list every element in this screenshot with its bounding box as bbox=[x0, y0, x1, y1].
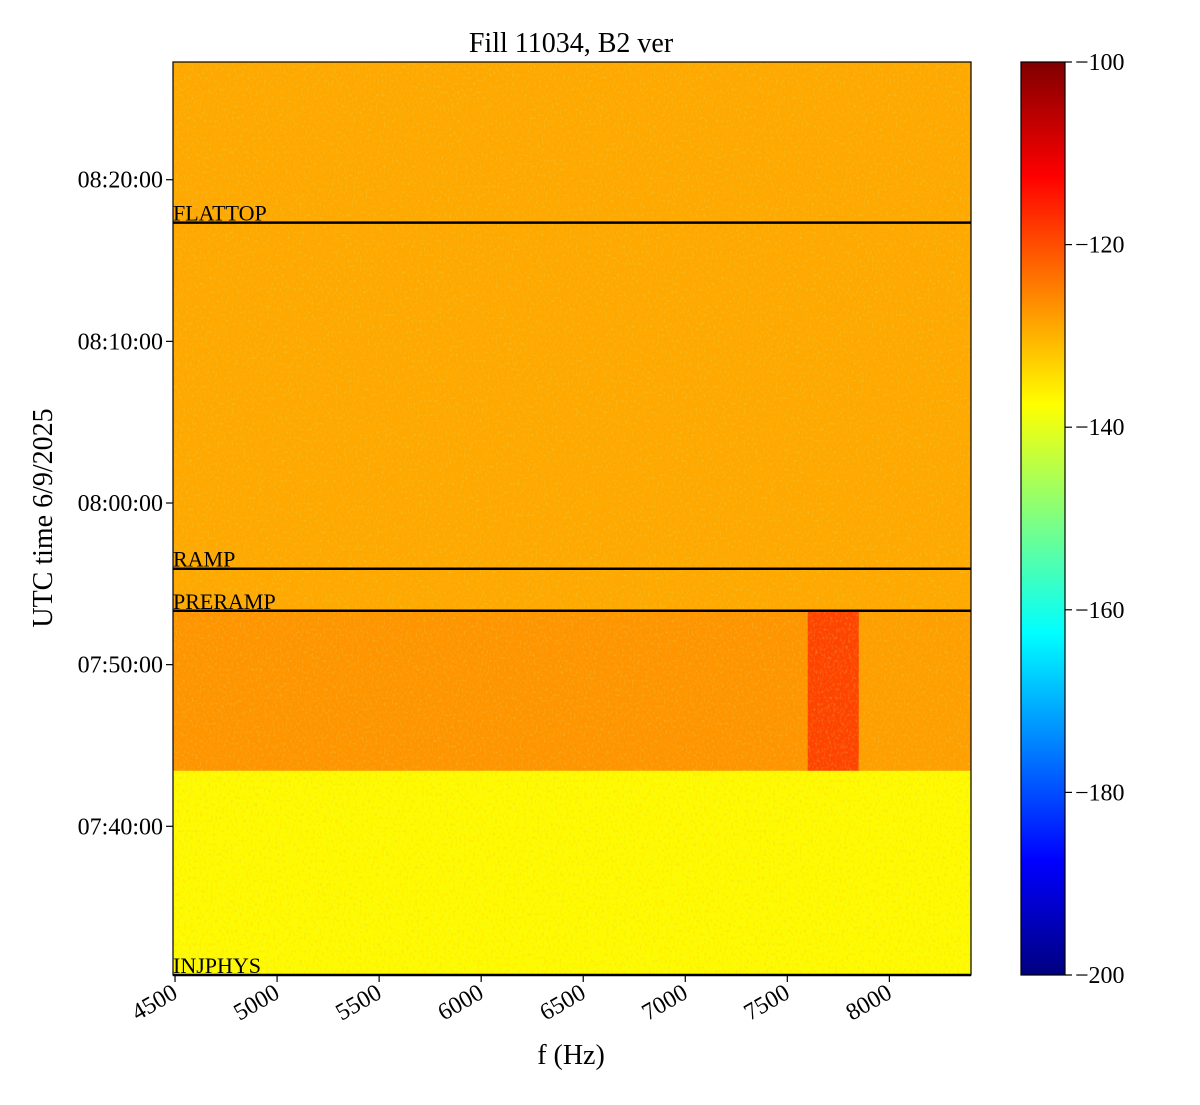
y-tick-label: 08:20:00 bbox=[78, 168, 163, 194]
y-tick-label: 08:10:00 bbox=[78, 329, 163, 355]
x-axis-label: f (Hz) bbox=[537, 1040, 605, 1071]
event-label: PRERAMP bbox=[173, 589, 276, 614]
colorbar bbox=[1020, 61, 1066, 976]
y-axis-label: UTC time 6/9/2025 bbox=[28, 408, 59, 627]
event-label: RAMP bbox=[173, 547, 235, 572]
noise-texture bbox=[173, 62, 971, 975]
y-tick-label: 07:50:00 bbox=[78, 653, 163, 679]
plot-frame bbox=[172, 61, 972, 976]
colorbar-tick-label: −160 bbox=[1075, 598, 1125, 624]
events: FLATTOP RAMP PRERAMP INJPHYS bbox=[173, 201, 971, 978]
x-tick-label: 6000 bbox=[434, 980, 489, 1027]
y-tick-label: 07:40:00 bbox=[78, 814, 163, 840]
x-tick-label: 4500 bbox=[127, 980, 182, 1027]
colorbar-tick-label: −100 bbox=[1075, 50, 1125, 76]
event-label: INJPHYS bbox=[173, 953, 261, 978]
x-tick-label: 6500 bbox=[536, 980, 591, 1027]
colorbar-tick-label: −200 bbox=[1075, 963, 1125, 989]
event-label: FLATTOP bbox=[173, 201, 267, 226]
y-tick-label: 08:00:00 bbox=[78, 491, 163, 517]
x-tick-label: 7500 bbox=[740, 980, 795, 1027]
x-tick-label: 5500 bbox=[332, 980, 387, 1027]
colorbar-tick-label: −140 bbox=[1075, 415, 1125, 441]
x-tick-label: 5000 bbox=[230, 980, 285, 1027]
x-tick-label: 8000 bbox=[842, 980, 897, 1027]
x-tick-label: 7000 bbox=[638, 980, 693, 1027]
colorbar-tick-label: −180 bbox=[1075, 780, 1125, 806]
colorbar-tick-label: −120 bbox=[1075, 233, 1125, 259]
chart-title: Fill 11034, B2 ver bbox=[469, 28, 674, 59]
